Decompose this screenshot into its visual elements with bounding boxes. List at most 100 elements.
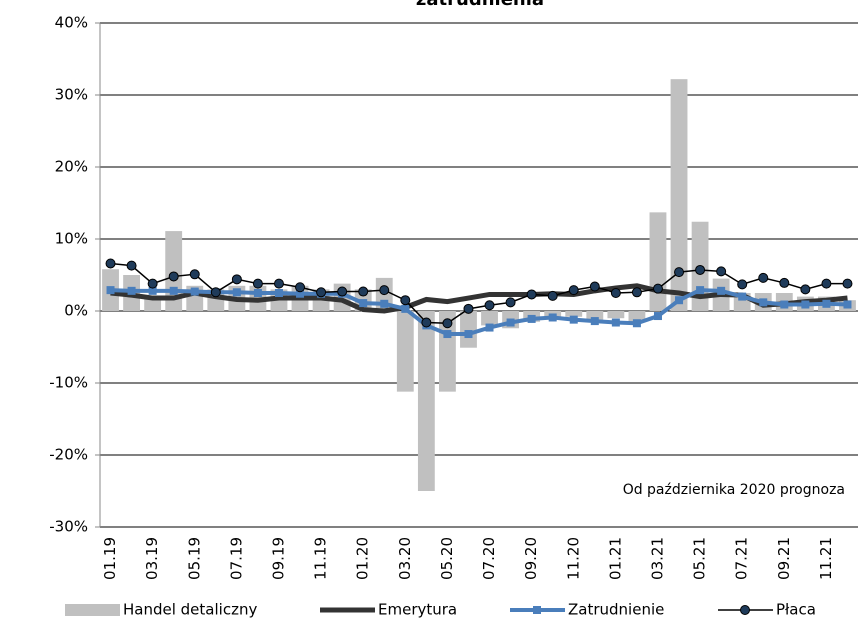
x-tick-label: 01.21 — [606, 537, 624, 580]
marker — [443, 330, 452, 339]
y-tick-label: 20% — [55, 158, 88, 176]
legend-label: Emerytura — [378, 601, 457, 619]
legend-marker — [740, 605, 750, 615]
grid — [95, 22, 858, 528]
marker — [821, 278, 832, 289]
marker — [127, 286, 136, 295]
marker — [252, 278, 263, 289]
marker — [695, 264, 706, 275]
marker — [190, 287, 199, 296]
marker — [822, 299, 831, 308]
legend-label: Płaca — [776, 601, 816, 619]
bar — [628, 311, 646, 322]
annotation: Od października 2020 prognoza — [623, 482, 845, 498]
x-tick-label: 07.21 — [733, 537, 751, 580]
marker — [800, 284, 811, 295]
marker — [611, 318, 620, 327]
bar — [649, 212, 667, 311]
bar — [586, 311, 604, 322]
marker — [421, 317, 432, 328]
marker — [189, 269, 200, 280]
marker — [526, 289, 537, 300]
y-tick-label: -20% — [49, 446, 88, 464]
marker — [759, 298, 768, 307]
marker — [652, 283, 663, 294]
x-tick-label: 07.19 — [227, 537, 245, 580]
marker — [232, 288, 241, 297]
y-tick-label: 30% — [55, 86, 88, 104]
bar — [481, 311, 498, 326]
y-tick-label: 40% — [55, 14, 88, 32]
marker — [653, 312, 662, 321]
marker — [675, 296, 684, 305]
marker — [632, 319, 641, 328]
marker — [463, 303, 474, 314]
marker — [589, 281, 600, 292]
lines — [105, 258, 853, 339]
marker — [295, 282, 306, 293]
marker — [148, 286, 157, 295]
marker — [801, 300, 810, 309]
marker — [169, 286, 178, 295]
marker — [716, 266, 727, 277]
marker — [548, 313, 557, 322]
marker — [485, 323, 494, 332]
y-tick-label: -30% — [49, 518, 88, 536]
marker — [842, 278, 853, 289]
x-tick-label: 07.20 — [480, 537, 498, 580]
marker — [758, 272, 769, 283]
marker — [610, 288, 621, 298]
marker — [717, 286, 726, 295]
legend-marker — [533, 606, 541, 614]
marker — [168, 271, 179, 282]
marker — [380, 299, 389, 308]
marker — [147, 278, 158, 289]
marker — [274, 289, 283, 297]
marker — [737, 279, 748, 290]
marker — [126, 260, 137, 271]
marker — [779, 277, 790, 288]
x-tick-label: 05.19 — [185, 537, 203, 580]
marker — [253, 289, 262, 297]
marker — [568, 285, 579, 296]
marker — [401, 304, 410, 313]
marker — [210, 287, 221, 298]
bar — [607, 311, 625, 319]
marker — [400, 295, 411, 306]
x-tick-label: 03.20 — [396, 537, 414, 580]
y-tick-label: -10% — [49, 374, 88, 392]
bar — [565, 311, 583, 317]
x-tick-label: 11.21 — [817, 537, 835, 580]
marker — [505, 297, 516, 308]
marker — [316, 287, 327, 298]
x-tick-label: 09.21 — [775, 537, 793, 580]
bar — [670, 79, 688, 311]
marker — [273, 278, 284, 289]
chart-title: zatrudnienia — [416, 0, 544, 10]
marker — [674, 267, 685, 278]
marker — [506, 318, 515, 327]
marker — [337, 286, 348, 297]
marker — [590, 317, 599, 326]
y-tick-label: 0% — [64, 302, 88, 320]
legend-label: Zatrudnienie — [568, 601, 664, 619]
marker — [484, 300, 495, 311]
marker — [296, 289, 305, 298]
bar — [460, 311, 477, 348]
x-tick-label: 09.19 — [269, 537, 287, 580]
marker — [358, 286, 369, 297]
x-tick-label: 01.20 — [354, 537, 372, 580]
bar — [396, 311, 414, 392]
x-tick-label: 05.21 — [691, 537, 709, 580]
x-tick-label: 01.19 — [101, 537, 119, 580]
x-tick-label: 09.20 — [522, 537, 540, 580]
marker — [106, 286, 115, 295]
marker — [738, 292, 747, 301]
marker — [780, 300, 789, 309]
x-tick-label: 03.21 — [648, 537, 666, 580]
marker — [359, 299, 368, 308]
marker — [631, 287, 642, 298]
x-tick-label: 11.20 — [564, 537, 582, 580]
marker — [843, 300, 852, 309]
